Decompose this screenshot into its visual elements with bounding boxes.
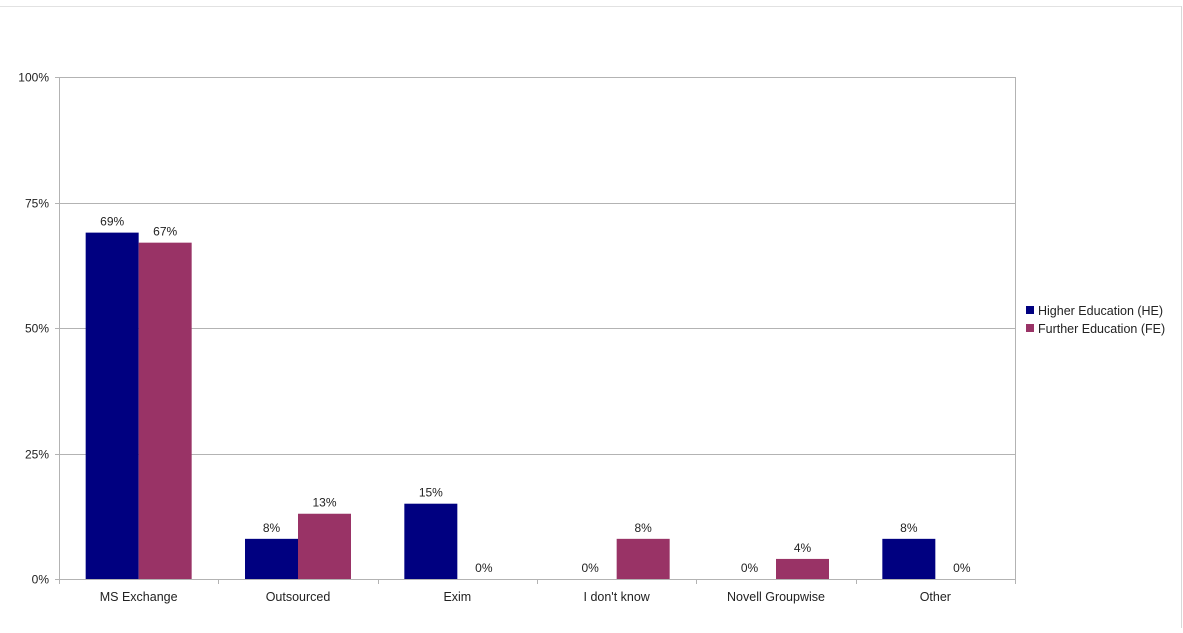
y-tick-label: 25% [25,448,49,462]
legend: Higher Education (HE) Further Education (… [1026,304,1165,336]
y-tick-label: 75% [25,197,49,211]
data-label: 8% [263,521,281,535]
axis-layer: 0% 25% 50% 75% 100% MS Exchange Outsourced Exim… [18,71,1016,604]
legend-swatch-he [1026,306,1034,314]
data-label: 0% [581,561,599,575]
bar-fe [298,513,351,579]
x-category-label: Novell Groupwise [727,590,825,604]
data-label: 69% [100,215,124,229]
data-label: 15% [419,486,443,500]
bar-fe [616,538,670,579]
legend-label-he: Higher Education (HE) [1038,304,1163,318]
bars-layer [85,232,936,579]
data-label: 13% [312,496,336,510]
bar-fe [138,242,192,579]
labels-layer: 69% 67% 8% 13% 15% 0% 0% 8% 0% 4% 8% 0% [100,215,971,575]
data-label: 67% [153,225,177,239]
data-label: 0% [953,561,971,575]
bar-he [85,232,139,579]
legend-label-fe: Further Education (FE) [1038,322,1165,336]
bar-he [882,538,936,579]
x-category-label: Outsourced [266,590,331,604]
data-label: 4% [794,541,812,555]
data-label: 0% [741,561,759,575]
grid-layer [59,77,1015,580]
data-label: 0% [475,561,493,575]
x-category-label: MS Exchange [100,590,178,604]
frame-top-border [0,6,1181,7]
legend-swatch-fe [1026,324,1034,332]
y-tick-label: 100% [18,71,49,85]
y-tick-label: 50% [25,322,49,336]
bar-he [404,503,458,579]
x-category-label: I don't know [584,590,651,604]
frame-right-border [1181,6,1182,628]
y-tick-label: 0% [32,573,50,587]
x-category-label: Other [920,590,951,604]
x-category-label: Exim [443,590,471,604]
data-label: 8% [900,521,918,535]
data-label: 8% [634,521,652,535]
bar-he [245,538,298,579]
bar-fe [776,558,829,579]
